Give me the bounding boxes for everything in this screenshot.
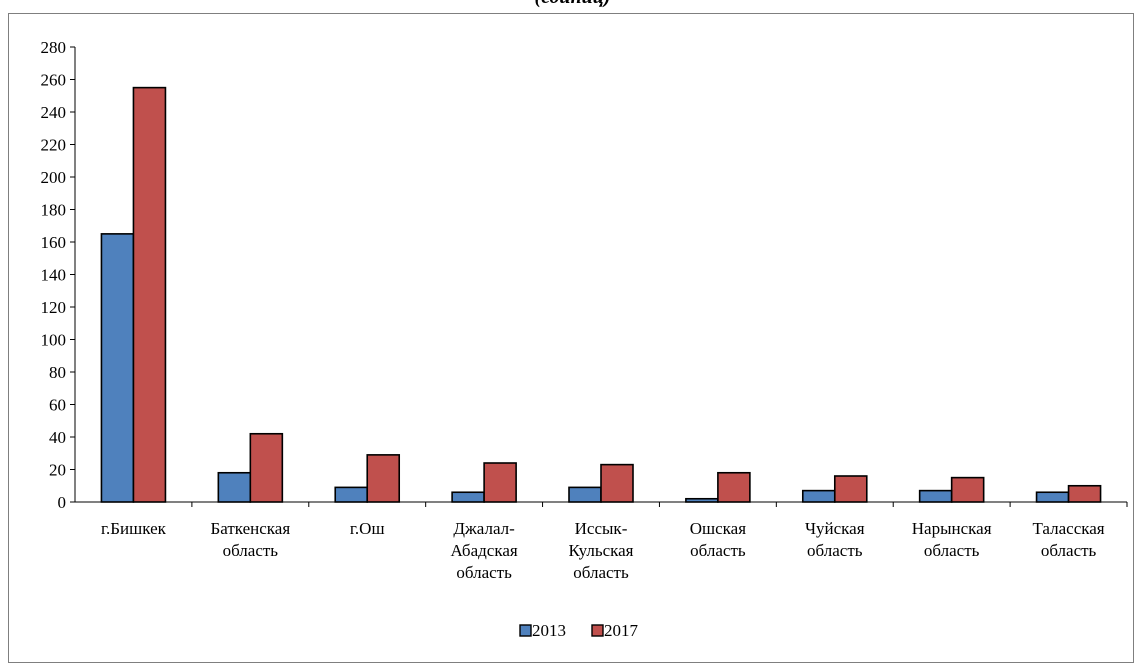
legend-swatch-2013	[520, 625, 531, 636]
x-tick-label: Таласская область	[1032, 519, 1104, 560]
x-tick-label-line: область	[223, 541, 279, 560]
x-tick-label-line: область	[690, 541, 746, 560]
chart-frame: 0 20 40 60 80 100 120 140 160 180 200 220 240 260 280 …	[8, 13, 1134, 663]
y-tick-label: 120	[41, 298, 67, 317]
bar-2013-5	[686, 499, 718, 502]
y-tick-label: 220	[41, 136, 67, 155]
x-tick-label: Чуйская область	[805, 519, 865, 560]
bar-2013-0	[101, 234, 133, 502]
x-tick-label-line: г.Бишкек	[101, 519, 167, 538]
x-tick-label: г.Бишкек	[101, 519, 167, 538]
bar-2013-8	[1037, 492, 1069, 502]
bar-2013-1	[218, 473, 250, 502]
bar-2017-1	[250, 434, 282, 502]
x-tick-label-line: Чуйская	[805, 519, 865, 538]
x-tick-label-line: область	[924, 541, 980, 560]
x-tick-label: Нарынская область	[912, 519, 992, 560]
bar-2017-6	[835, 476, 867, 502]
x-tick-label-line: область	[573, 563, 629, 582]
bar-2017-8	[1069, 486, 1101, 502]
y-tick-label: 20	[49, 461, 66, 480]
x-tick-label-line: область	[1041, 541, 1097, 560]
y-tick-label: 80	[49, 363, 66, 382]
x-tick-label-line: Иссык-	[575, 519, 628, 538]
bar-2013-3	[452, 492, 484, 502]
bar-2017-5	[718, 473, 750, 502]
y-tick-label: 260	[41, 71, 67, 90]
x-tick-label: г.Ош	[350, 519, 385, 538]
chart-axes: 0 20 40 60 80 100 120 140 160 180 200 220 240 260 280	[41, 38, 1128, 512]
x-tick-label-line: Таласская	[1032, 519, 1104, 538]
x-tick-label-line: Баткенская	[210, 519, 290, 538]
bar-2013-2	[335, 487, 367, 502]
chart-legend: 2013 2017	[520, 621, 639, 640]
x-tick-label-line: Кульская	[569, 541, 634, 560]
bar-2017-4	[601, 465, 633, 502]
y-tick-label: 180	[41, 201, 67, 220]
x-tick-label: Иссык- Кульская область	[569, 519, 634, 582]
x-tick-label: Ошская область	[690, 519, 746, 560]
y-tick-label: 240	[41, 103, 67, 122]
y-tick-label: 60	[49, 396, 66, 415]
y-tick-label: 200	[41, 168, 67, 187]
bar-2017-7	[952, 478, 984, 502]
y-tick-label: 40	[49, 428, 66, 447]
x-tick-label-line: область	[456, 563, 512, 582]
bar-2013-4	[569, 487, 601, 502]
legend-swatch-2017	[592, 625, 603, 636]
bar-chart: 020406080100120140160180200220240260280 …	[9, 14, 1133, 662]
y-tick-label: 0	[58, 493, 67, 512]
bar-2013-7	[920, 491, 952, 502]
bar-2017-0	[133, 88, 165, 502]
y-tick-label: 140	[41, 266, 67, 285]
x-tick-label-line: область	[807, 541, 863, 560]
chart-title: (единиц)	[0, 0, 1145, 9]
y-tick-label: 280	[41, 38, 67, 57]
x-tick-label: Баткенская область	[210, 519, 290, 560]
x-axis-labels: г.Бишкек Баткенская область г.Ош Джалал- Абад…	[101, 519, 1105, 582]
y-tick-label: 100	[41, 331, 67, 350]
x-tick-label-line: г.Ош	[350, 519, 385, 538]
y-tick-label: 160	[41, 233, 67, 252]
x-tick-label-line: Нарынская	[912, 519, 992, 538]
bar-2017-2	[367, 455, 399, 502]
x-tick-label-line: Абадская	[451, 541, 518, 560]
x-tick-label: Джалал- Абадская область	[451, 519, 518, 582]
chart-bars	[101, 88, 1100, 502]
bar-2017-3	[484, 463, 516, 502]
legend-label-2013: 2013	[532, 621, 566, 640]
bar-2013-6	[803, 491, 835, 502]
legend-label-2017: 2017	[604, 621, 639, 640]
x-tick-label-line: Ошская	[690, 519, 746, 538]
x-tick-label-line: Джалал-	[453, 519, 515, 538]
